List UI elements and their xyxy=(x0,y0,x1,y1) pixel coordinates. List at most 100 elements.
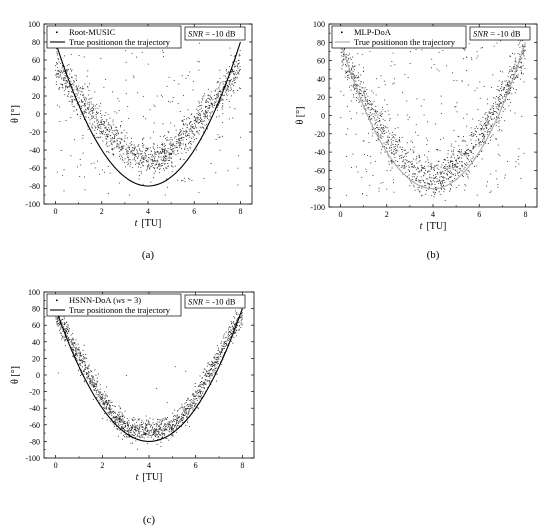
scatter-point xyxy=(63,337,65,339)
scatter-point xyxy=(152,432,154,434)
scatter-point xyxy=(495,103,497,105)
scatter-point xyxy=(147,147,149,149)
scatter-point xyxy=(514,92,516,94)
scatter-point xyxy=(116,419,118,420)
scatter-point xyxy=(447,178,449,180)
scatter-point xyxy=(189,123,190,125)
scatter-point xyxy=(450,176,452,178)
scatter-point xyxy=(200,390,202,392)
scatter-point xyxy=(144,433,146,435)
scatter-point xyxy=(522,53,524,55)
scatter-point xyxy=(61,338,63,340)
scatter-point xyxy=(464,184,466,186)
scatter-point xyxy=(105,408,107,410)
scatter-point xyxy=(199,113,201,115)
scatter-point xyxy=(453,157,455,159)
scatter-point xyxy=(128,432,130,433)
scatter-point xyxy=(478,140,480,142)
scatter-point xyxy=(161,431,163,433)
scatter-point xyxy=(66,80,68,82)
scatter-point xyxy=(80,363,82,365)
scatter-point xyxy=(112,416,114,418)
scatter-point xyxy=(402,166,404,168)
scatter-point xyxy=(61,67,63,69)
snr-annotation: SNR = -10 dB xyxy=(469,26,531,41)
scatter-point xyxy=(451,167,453,169)
scatter-point xyxy=(138,430,140,432)
scatter-point xyxy=(163,425,164,427)
scatter-point xyxy=(191,179,193,181)
scatter-point xyxy=(154,431,156,433)
scatter-point xyxy=(164,152,166,154)
scatter-point xyxy=(55,69,57,71)
scatter-point xyxy=(494,111,496,112)
x-tick-label: 0 xyxy=(54,461,58,470)
scatter-point xyxy=(226,340,228,342)
scatter-point xyxy=(175,417,177,419)
scatter-point xyxy=(207,128,208,130)
scatter-point xyxy=(111,401,113,403)
scatter-point xyxy=(198,385,200,387)
scatter-point xyxy=(84,112,86,114)
scatter-point xyxy=(115,127,117,128)
scatter-point xyxy=(197,386,199,387)
scatter-point xyxy=(447,171,449,173)
scatter-point xyxy=(234,81,236,83)
scatter-point xyxy=(137,157,139,159)
scatter-point xyxy=(112,119,114,121)
scatter-point xyxy=(207,110,209,112)
scatter-point xyxy=(90,142,92,144)
scatter-point xyxy=(100,392,102,394)
scatter-point xyxy=(377,128,379,130)
scatter-point xyxy=(236,312,238,314)
scatter-point xyxy=(76,109,78,111)
scatter-point xyxy=(443,191,445,193)
scatter-point xyxy=(405,149,406,151)
scatter-point xyxy=(130,150,132,152)
scatter-point xyxy=(211,373,213,375)
scatter-point xyxy=(382,129,384,131)
scatter-point xyxy=(425,193,427,195)
scatter-point xyxy=(461,165,462,167)
scatter-point xyxy=(203,368,205,370)
scatter-point xyxy=(171,428,173,430)
scatter-point xyxy=(134,429,136,431)
scatter-point xyxy=(502,101,504,103)
scatter-point xyxy=(196,127,197,129)
scatter-point xyxy=(224,345,226,347)
scatter-point xyxy=(507,84,509,86)
scatter-point xyxy=(474,90,476,92)
scatter-point xyxy=(381,113,383,115)
scatter-point xyxy=(110,125,112,127)
scatter-point xyxy=(375,106,377,107)
scatter-point xyxy=(455,159,456,161)
scatter-point xyxy=(473,134,475,136)
scatter-point xyxy=(228,338,230,340)
scatter-point xyxy=(123,145,125,147)
scatter-point xyxy=(235,78,237,80)
scatter-point xyxy=(178,140,180,142)
scatter-point xyxy=(450,173,452,175)
scatter-point xyxy=(101,114,103,116)
scatter-point xyxy=(96,120,98,122)
scatter-point xyxy=(72,356,74,358)
scatter-point xyxy=(505,91,507,93)
scatter-point xyxy=(219,82,221,84)
scatter-point xyxy=(137,419,139,421)
scatter-point xyxy=(219,69,221,71)
scatter-point xyxy=(487,117,489,119)
scatter-point xyxy=(116,416,118,418)
scatter-point xyxy=(86,75,88,77)
scatter-point xyxy=(148,430,149,432)
y-tick-label: -60 xyxy=(29,421,40,430)
scatter-point xyxy=(145,423,146,425)
scatter-point xyxy=(181,425,183,427)
scatter-point xyxy=(488,131,490,133)
scatter-point xyxy=(95,384,97,386)
scatter-point xyxy=(387,151,389,153)
scatter-point xyxy=(153,143,155,144)
scatter-point xyxy=(176,423,178,424)
scatter-point xyxy=(232,90,234,92)
scatter-point xyxy=(459,161,461,163)
scatter-point xyxy=(114,420,116,422)
